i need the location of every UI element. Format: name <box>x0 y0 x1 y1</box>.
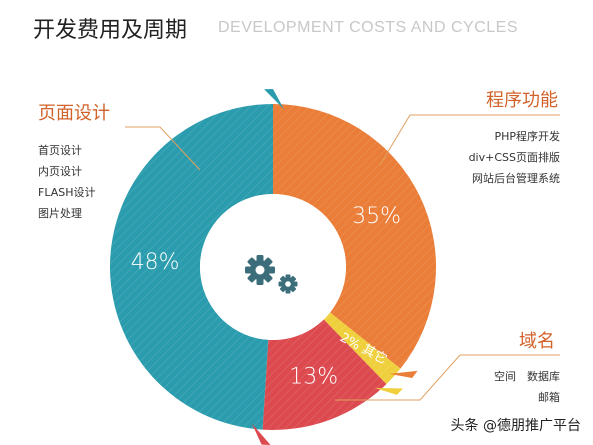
slice-other-texture <box>323 312 401 385</box>
leader-line-design <box>125 126 201 171</box>
leader-line-domain <box>335 354 560 401</box>
page-title: 开发费用及周期 <box>33 18 188 43</box>
callout-title-program: 程序功能 <box>486 90 558 111</box>
list-item: 图片处理 <box>38 207 82 220</box>
data-label-design: 48% <box>131 250 180 275</box>
callout-title-design: 页面设计 <box>38 103 110 124</box>
list-item: 空间 数据库 <box>494 370 560 383</box>
callout-title-domain: 域名 <box>519 331 555 352</box>
list-item: PHP程序开发 <box>494 130 560 143</box>
slice-design-texture <box>110 103 273 430</box>
callout-list-design: 首页设计 内页设计 FLASH设计 图片处理 <box>38 140 96 224</box>
data-label-program: 35% <box>352 204 401 229</box>
list-item: 邮箱 <box>538 391 560 404</box>
list-item: 网站后台管理系统 <box>472 172 560 185</box>
slice-domain-texture <box>262 319 387 430</box>
gears-icon <box>245 255 298 294</box>
callout-list-domain: 空间 数据库 邮箱 <box>494 366 560 408</box>
slice-program-texture <box>273 104 437 369</box>
slice-arrow-other <box>374 387 404 395</box>
list-item: FLASH设计 <box>38 186 96 199</box>
slice-arrow-program <box>389 370 418 378</box>
leader-line-program <box>379 114 560 166</box>
page-subtitle: DEVELOPMENT COSTS AND CYCLES <box>218 19 518 36</box>
data-label-domain: 13% <box>289 365 338 390</box>
list-item: 首页设计 <box>38 144 82 157</box>
callout-list-program: PHP程序开发 div+CSS页面排版 网站后台管理系统 <box>469 126 560 189</box>
slice-arrow-design <box>264 89 285 110</box>
list-item: 内页设计 <box>38 165 82 178</box>
list-item: div+CSS页面排版 <box>468 151 560 164</box>
slice-arrow-domain <box>251 423 271 445</box>
watermark: 头条 @德朋推广平台 <box>450 418 581 434</box>
